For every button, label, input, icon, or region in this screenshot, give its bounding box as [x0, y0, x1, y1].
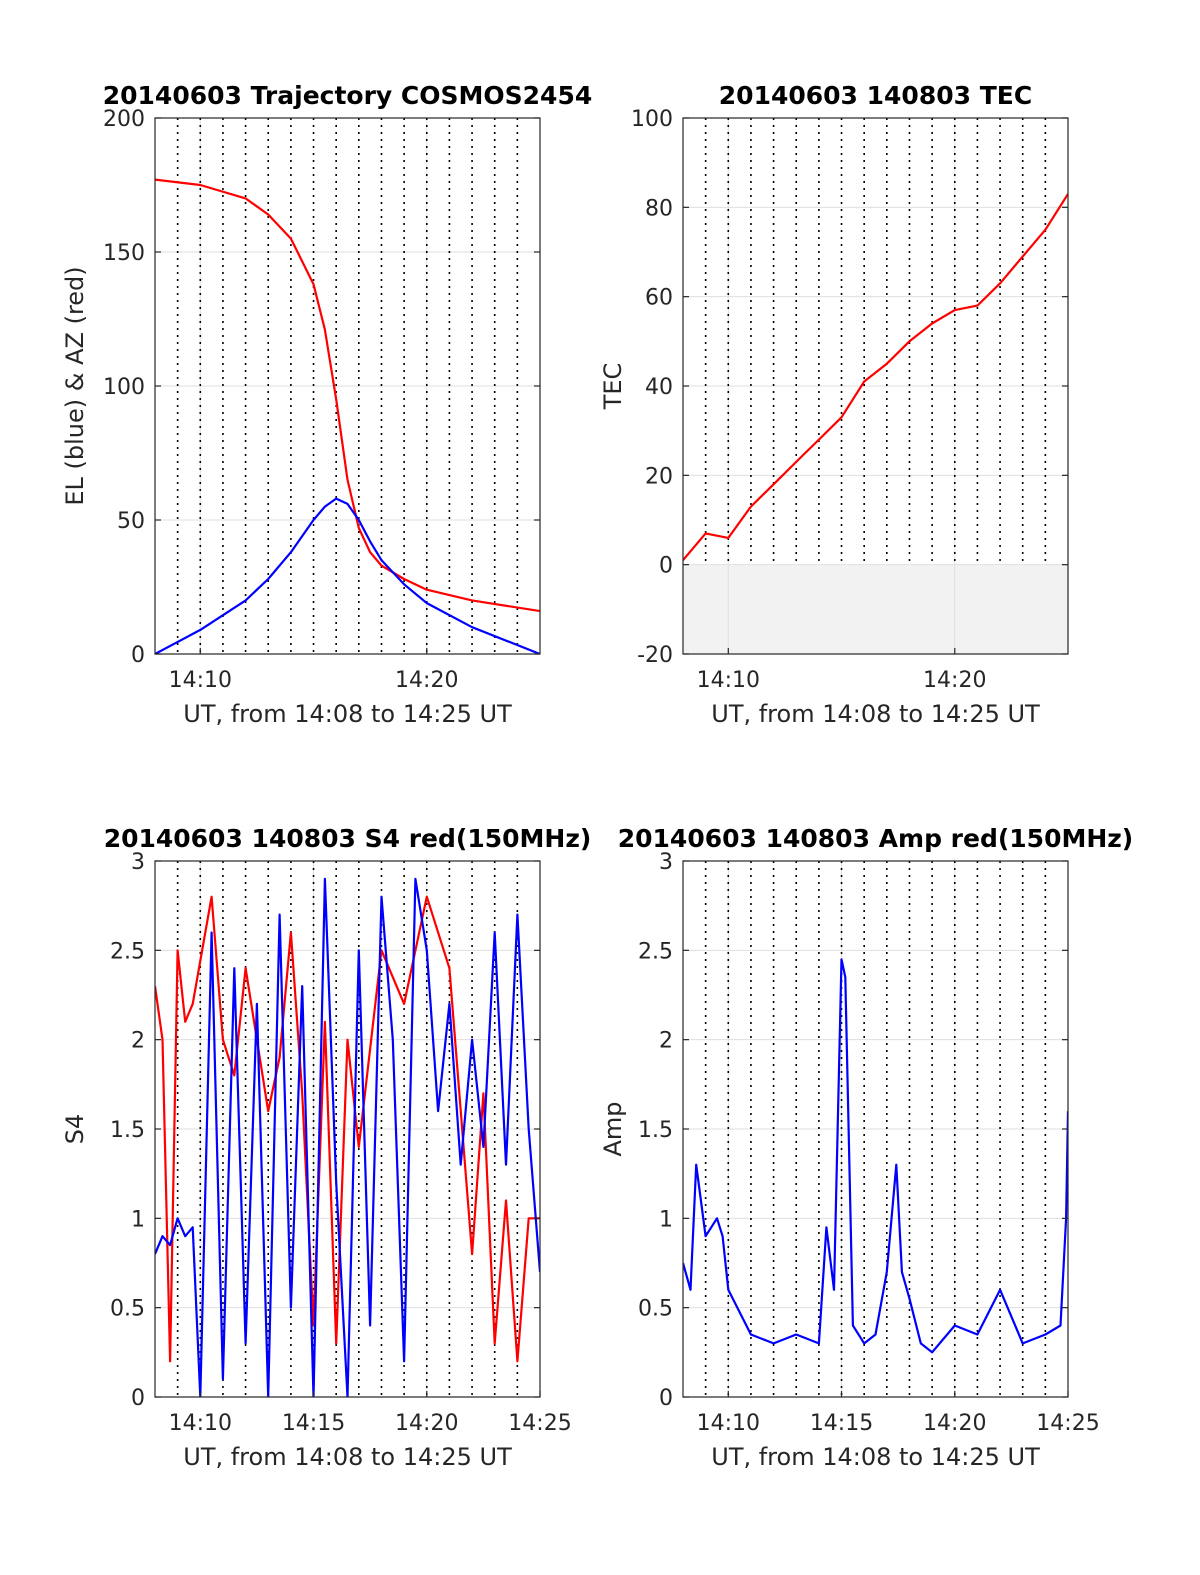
y-tick-label: 2.5	[110, 939, 145, 964]
y-tick-label: 1.5	[110, 1118, 145, 1143]
chart-title: 20140603 140803 Amp red(150MHz)	[618, 824, 1134, 853]
y-tick-label: 1	[131, 1207, 145, 1232]
x-tick-label: 14:10	[169, 1411, 232, 1436]
x-tick-label: 14:15	[282, 1411, 345, 1436]
x-tick-label: 14:20	[395, 668, 458, 693]
chart-title: 20140603 140803 S4 red(150MHz)	[104, 824, 592, 853]
y-tick-label: 3	[131, 850, 145, 875]
chart-panel-2: -20 0 20 40 60 80 100 14:10 14:20 20140603 140803…	[599, 81, 1069, 728]
y-tick-label: 3	[659, 850, 673, 875]
y-tick-label: 1.5	[638, 1118, 673, 1143]
y-tick-label: 60	[645, 286, 673, 311]
y-axis-label: Amp	[599, 1101, 627, 1156]
x-tick-label: 14:20	[923, 1411, 986, 1436]
x-tick-label: 14:10	[169, 668, 232, 693]
x-axis-label: UT, from 14:08 to 14:25 UT	[183, 700, 512, 728]
y-tick-label: 80	[645, 196, 673, 221]
chart-panel-1: 0 50 100 150 200 14:10 14:20 20140603 Trajector…	[61, 81, 592, 728]
series-line-az	[155, 178, 540, 613]
shaded-band	[683, 564, 1068, 654]
y-tick-label: 100	[103, 375, 145, 400]
y-tick-label: 0.5	[638, 1297, 673, 1322]
series-line-el	[155, 497, 540, 654]
x-tick-label: 14:15	[810, 1411, 873, 1436]
x-tick-label: 14:20	[395, 1411, 458, 1436]
y-tick-label: 0	[131, 1386, 145, 1411]
x-tick-label: 14:20	[923, 668, 986, 693]
x-tick-label: 14:25	[1036, 1411, 1099, 1436]
series-line-amp	[683, 958, 1068, 1354]
y-tick-label: 0	[131, 643, 145, 668]
chart-title: 20140603 Trajectory COSMOS2454	[103, 81, 593, 110]
chart-panel-3: 0 0.5 1 1.5 2 2.5 3 14:10 14:15 14:20 14:25 2014060…	[61, 824, 591, 1471]
y-tick-label: 100	[631, 107, 673, 132]
x-axis-label: UT, from 14:08 to 14:25 UT	[183, 1443, 512, 1471]
y-axis-label: EL (blue) & AZ (red)	[61, 266, 89, 505]
x-tick-label: 14:10	[697, 668, 760, 693]
series-line-s4-red	[155, 895, 540, 1363]
y-tick-label: -20	[637, 643, 673, 668]
y-tick-label: 40	[645, 375, 673, 400]
x-tick-label: 14:25	[508, 1411, 571, 1436]
y-tick-label: 150	[103, 241, 145, 266]
y-axis-label: TEC	[599, 363, 627, 411]
chart-title: 20140603 140803 TEC	[719, 81, 1032, 110]
y-tick-label: 0	[659, 554, 673, 579]
y-tick-label: 0	[659, 1386, 673, 1411]
x-axis-label: UT, from 14:08 to 14:25 UT	[711, 700, 1040, 728]
y-tick-label: 2	[659, 1029, 673, 1054]
y-tick-label: 2.5	[638, 939, 673, 964]
y-tick-label: 20	[645, 464, 673, 489]
y-tick-label: 200	[103, 107, 145, 132]
y-tick-label: 2	[131, 1029, 145, 1054]
y-tick-label: 1	[659, 1207, 673, 1232]
series-line-tec	[683, 193, 1068, 561]
y-axis-label: S4	[61, 1114, 89, 1145]
x-tick-label: 14:10	[697, 1411, 760, 1436]
chart-panel-4: 0 0.5 1 1.5 2 2.5 3 14:10 14:15 14:20 14:25 2014060…	[599, 824, 1133, 1471]
x-axis-label: UT, from 14:08 to 14:25 UT	[711, 1443, 1040, 1471]
y-tick-label: 0.5	[110, 1297, 145, 1322]
series-line-s4-blue	[155, 877, 540, 1397]
y-tick-label: 50	[117, 509, 145, 534]
